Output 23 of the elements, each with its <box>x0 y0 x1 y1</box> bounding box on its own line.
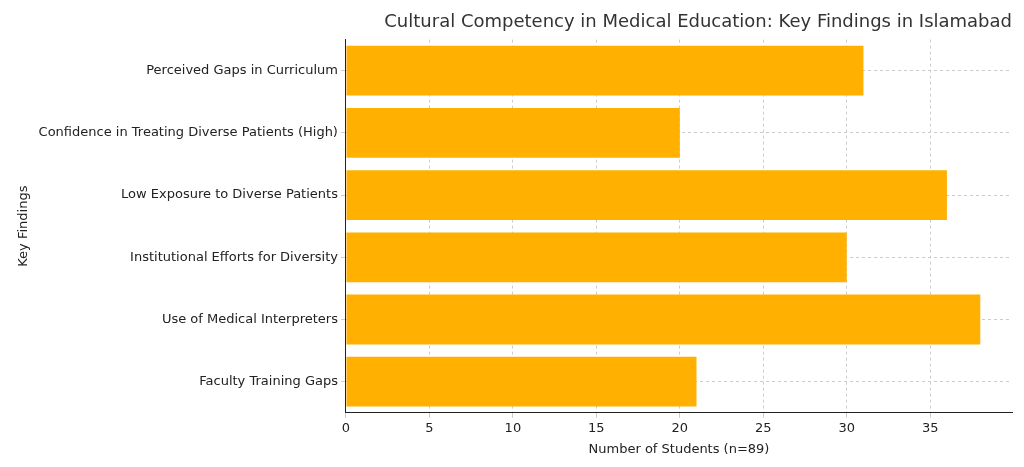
chart-title: Cultural Competency in Medical Education: Key Findings in Islamabad <box>384 10 1012 32</box>
x-tick-label: 0 <box>341 419 351 435</box>
bar <box>346 45 864 96</box>
y-tick-label: Faculty Training Gaps <box>199 373 339 389</box>
x-tick-label: 10 <box>504 419 522 435</box>
x-tick-label: 35 <box>921 419 939 435</box>
y-tick-label: Confidence in Treating Diverse Patients (High) <box>38 124 338 140</box>
x-tick-label: 30 <box>838 419 856 435</box>
x-axis-title: Number of Students (n=89) <box>588 440 770 456</box>
bar <box>346 170 947 220</box>
x-tick-label: 5 <box>425 419 434 435</box>
x-tick-label: 25 <box>755 419 772 435</box>
y-tick-label: Use of Medical Interpreters <box>161 310 339 326</box>
x-tick-label: 20 <box>671 419 689 435</box>
y-tick-label: Low Exposure to Diverse Patients <box>121 186 339 202</box>
y-tick-label: Perceived Gaps in Curriculum <box>146 62 338 78</box>
y-tick-label: Institutional Efforts for Diversity <box>130 248 339 264</box>
bar <box>346 294 981 345</box>
x-tick-label: 15 <box>588 419 605 435</box>
y-axis-title: Key Findings <box>15 185 31 267</box>
bar <box>346 356 697 407</box>
bar <box>346 108 680 158</box>
bar <box>346 232 847 283</box>
